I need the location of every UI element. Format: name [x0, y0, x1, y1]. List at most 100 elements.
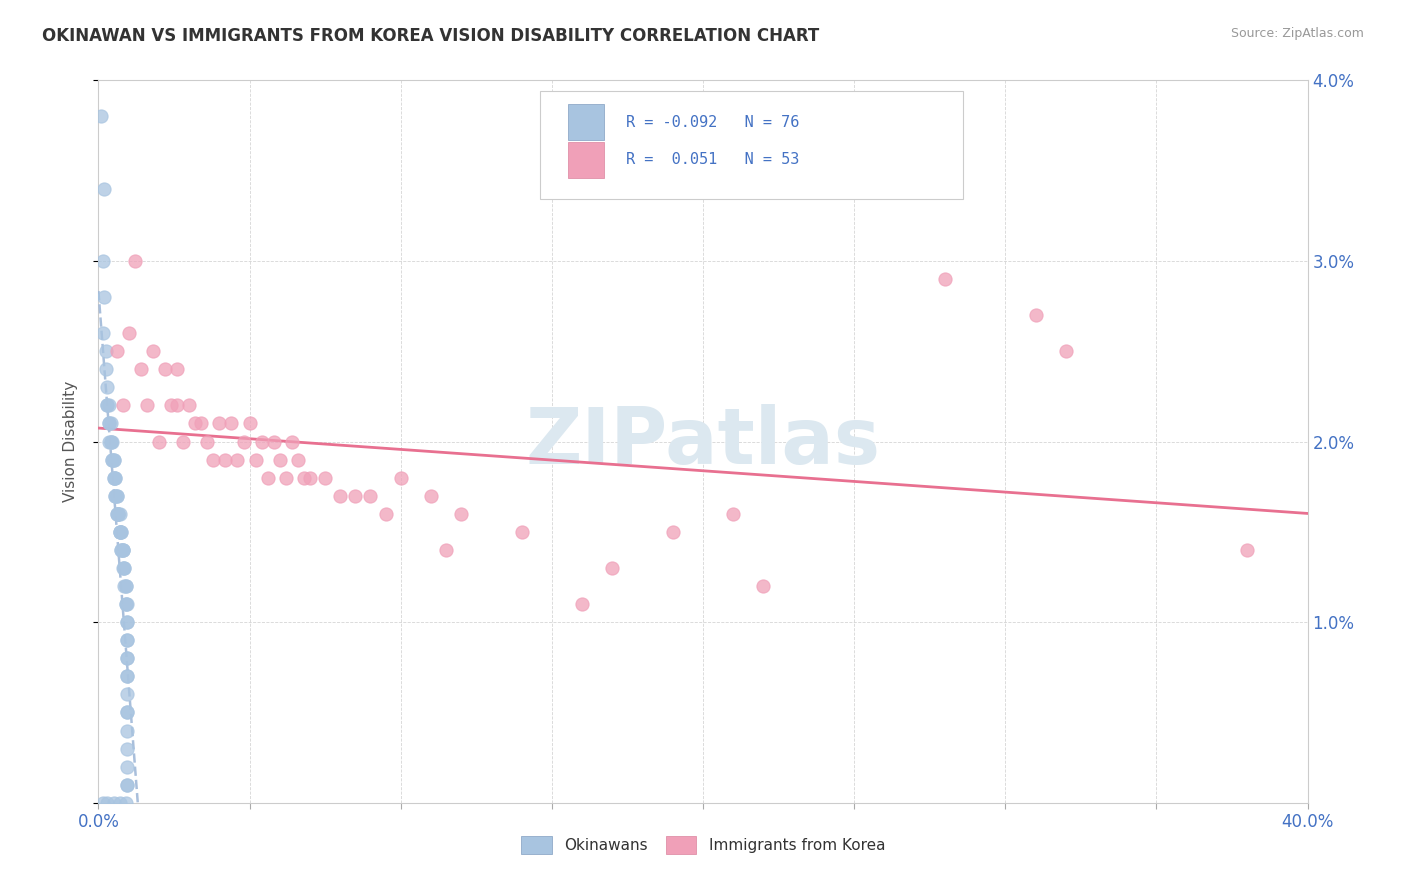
- Point: [115, 651, 138, 665]
- Point: [101, 452, 124, 467]
- Text: OKINAWAN VS IMMIGRANTS FROM KOREA VISION DISABILITY CORRELATION CHART: OKINAWAN VS IMMIGRANTS FROM KOREA VISION…: [42, 27, 820, 45]
- Point: [104, 471, 127, 485]
- Point: [110, 542, 132, 557]
- Point: [510, 524, 533, 539]
- Point: [118, 326, 141, 340]
- Point: [602, 561, 624, 575]
- Point: [214, 452, 236, 467]
- Point: [115, 706, 138, 720]
- Point: [105, 507, 128, 521]
- Point: [129, 362, 152, 376]
- Point: [107, 507, 129, 521]
- Point: [281, 434, 304, 449]
- Point: [111, 561, 134, 575]
- Point: [114, 597, 136, 611]
- Point: [103, 452, 125, 467]
- Point: [115, 597, 138, 611]
- Point: [91, 326, 114, 340]
- Point: [166, 398, 188, 412]
- Point: [232, 434, 254, 449]
- Point: [153, 362, 176, 376]
- Point: [101, 434, 124, 449]
- Point: [114, 579, 136, 593]
- Point: [114, 579, 136, 593]
- Point: [111, 542, 134, 557]
- Point: [115, 669, 138, 683]
- Point: [661, 524, 683, 539]
- Point: [115, 615, 138, 630]
- Point: [93, 181, 115, 195]
- Point: [105, 344, 128, 359]
- Point: [112, 579, 135, 593]
- Point: [115, 760, 138, 774]
- Point: [115, 706, 138, 720]
- Point: [299, 471, 322, 485]
- Point: [103, 796, 125, 810]
- Point: [94, 344, 117, 359]
- Point: [100, 434, 122, 449]
- Point: [105, 507, 128, 521]
- Point: [934, 272, 956, 286]
- Point: [107, 507, 129, 521]
- Point: [103, 471, 125, 485]
- Point: [108, 796, 131, 810]
- Point: [166, 362, 188, 376]
- Point: [723, 507, 745, 521]
- Point: [110, 542, 132, 557]
- Point: [104, 471, 127, 485]
- Point: [112, 561, 135, 575]
- Point: [105, 489, 128, 503]
- Point: [98, 417, 121, 431]
- Point: [179, 398, 201, 412]
- Point: [1236, 542, 1258, 557]
- Point: [108, 524, 131, 539]
- Text: R = -0.092   N = 76: R = -0.092 N = 76: [626, 115, 799, 129]
- Point: [752, 579, 775, 593]
- Point: [111, 542, 134, 557]
- FancyBboxPatch shape: [540, 91, 963, 200]
- Point: [115, 723, 138, 738]
- Point: [172, 434, 194, 449]
- Point: [208, 417, 231, 431]
- Point: [112, 561, 135, 575]
- Point: [110, 524, 132, 539]
- Point: [184, 417, 207, 431]
- Point: [103, 471, 125, 485]
- Point: [115, 651, 138, 665]
- Point: [287, 452, 309, 467]
- Point: [96, 796, 118, 810]
- Point: [110, 524, 132, 539]
- Point: [571, 597, 593, 611]
- Point: [450, 507, 472, 521]
- Point: [202, 452, 225, 467]
- Point: [239, 417, 262, 431]
- FancyBboxPatch shape: [568, 104, 603, 140]
- Point: [114, 796, 136, 810]
- Point: [98, 417, 121, 431]
- Point: [114, 597, 136, 611]
- Point: [100, 434, 122, 449]
- Point: [263, 434, 285, 449]
- Point: [115, 741, 138, 756]
- Text: R =  0.051   N = 53: R = 0.051 N = 53: [626, 153, 799, 168]
- Point: [115, 615, 138, 630]
- Point: [190, 417, 212, 431]
- Point: [100, 417, 122, 431]
- Point: [256, 471, 278, 485]
- Point: [108, 524, 131, 539]
- Point: [221, 417, 243, 431]
- Point: [148, 434, 170, 449]
- Point: [226, 452, 249, 467]
- Point: [420, 489, 443, 503]
- Point: [360, 489, 382, 503]
- Point: [115, 633, 138, 648]
- Point: [101, 452, 124, 467]
- Point: [111, 542, 134, 557]
- Point: [135, 398, 157, 412]
- Point: [274, 471, 297, 485]
- Point: [91, 253, 114, 268]
- Point: [90, 109, 112, 123]
- Point: [93, 290, 115, 304]
- Point: [98, 434, 121, 449]
- Point: [111, 398, 134, 412]
